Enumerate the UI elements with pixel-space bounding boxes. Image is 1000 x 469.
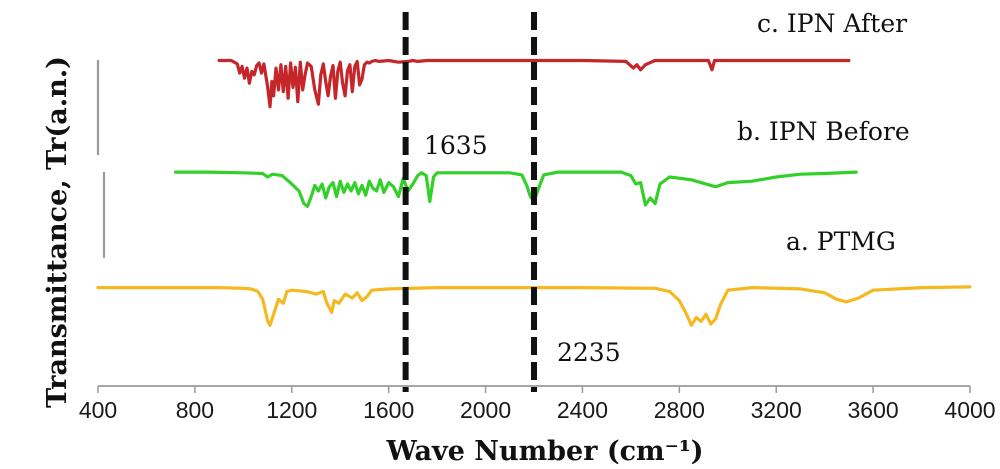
annotation-label: 1635	[424, 131, 488, 160]
x-axis-title: Wave Number (cm⁻¹)	[386, 436, 704, 467]
series-line	[96, 285, 972, 327]
x-tick-label: 2000	[460, 397, 511, 423]
x-tick-label: 2800	[654, 397, 705, 423]
x-tick-label: 1200	[266, 397, 317, 423]
x-axis: 400 800 1200 1600 2000 2400 2800 3200 3600 4000	[79, 385, 996, 423]
x-tick-label: 2400	[557, 397, 608, 423]
x-tick-label: 800	[176, 397, 214, 423]
x-tick-label: 4000	[944, 397, 995, 423]
series-labels: c. IPN After b. IPN Before a. PTMG	[737, 9, 910, 256]
x-tick-label: 3600	[848, 397, 899, 423]
series-label: b. IPN Before	[737, 117, 910, 146]
y-axis-title: Transmittance, Tr(a.n.)	[42, 56, 73, 408]
x-tick-label: 3200	[751, 397, 802, 423]
x-tick-label: 1600	[363, 397, 414, 423]
series-label: a. PTMG	[786, 227, 896, 256]
x-tick-label: 400	[79, 397, 117, 423]
series-line	[173, 170, 858, 208]
annotation-label: 2235	[557, 338, 621, 367]
series-line	[217, 58, 851, 109]
reference-lines	[402, 12, 537, 392]
series-label: c. IPN After	[757, 9, 907, 38]
